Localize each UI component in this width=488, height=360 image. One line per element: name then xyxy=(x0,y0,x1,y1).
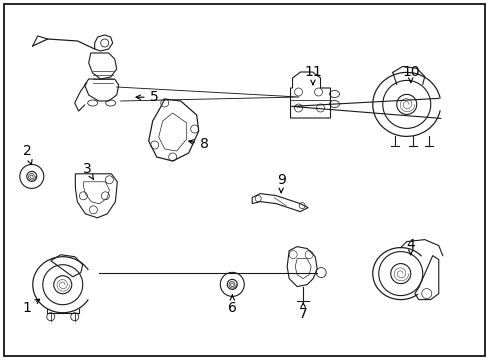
Text: 7: 7 xyxy=(298,303,307,321)
Text: 3: 3 xyxy=(82,162,93,179)
Text: 5: 5 xyxy=(136,90,158,104)
Text: 2: 2 xyxy=(22,144,32,165)
Text: 11: 11 xyxy=(304,65,321,85)
Text: 8: 8 xyxy=(188,137,208,151)
Text: 10: 10 xyxy=(401,65,419,82)
Text: 1: 1 xyxy=(22,299,40,315)
Text: 6: 6 xyxy=(227,295,236,315)
Text: 4: 4 xyxy=(406,238,414,255)
Text: 9: 9 xyxy=(276,173,285,193)
